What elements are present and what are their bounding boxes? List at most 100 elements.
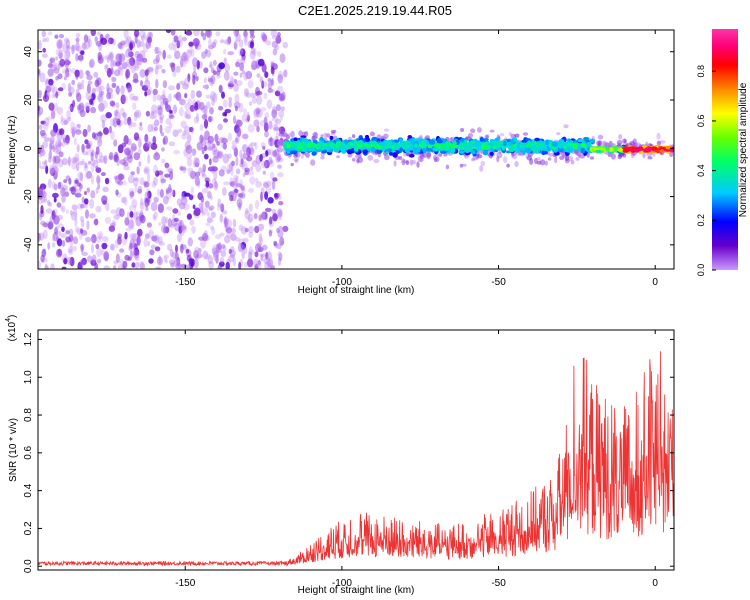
spectrogram-noise-mark [150, 201, 158, 212]
spectrogram-noise-mark [263, 92, 268, 100]
spectrogram-noise-mark [229, 161, 234, 172]
spectrogram-ytick-label: 20 [23, 94, 34, 106]
spectrogram-noise-mark [203, 153, 209, 160]
spectrogram-noise-mark [243, 30, 248, 37]
spectrogram-noise-mark [81, 143, 85, 153]
spectrogram-noise-mark [179, 227, 185, 237]
spectrogram-noise-mark [64, 72, 71, 78]
spectrogram-noise-mark [278, 111, 285, 118]
spectrogram-halo-mark [499, 133, 505, 137]
spectrogram-noise-mark [133, 58, 140, 69]
spectrogram-noise-mark [126, 36, 132, 42]
spectrogram-halo-mark [416, 161, 420, 168]
spectrogram-peak-mark [593, 147, 600, 151]
spectrogram-halo-mark [514, 133, 520, 138]
spectrogram-noise-mark [66, 45, 71, 50]
spectrogram-noise-mark [40, 144, 44, 154]
spectrogram-noise-mark [239, 48, 246, 57]
spectrogram-signal-mark [563, 145, 567, 150]
spectrogram-noise-mark [193, 259, 199, 269]
spectrogram-noise-mark [157, 50, 162, 56]
spectrogram-noise-mark [167, 243, 172, 251]
spectrogram-noise-mark [77, 123, 81, 128]
spectrogram-noise-mark [86, 142, 91, 149]
spectrogram-noise-mark [176, 198, 182, 207]
spectrogram-noise-mark [38, 232, 41, 242]
spectrogram-noise-mark [45, 91, 50, 101]
spectrogram-noise-mark [215, 31, 221, 37]
spectrogram-noise-mark [59, 33, 64, 39]
spectrogram-noise-mark [170, 262, 175, 268]
spectrogram-noise-mark [187, 98, 193, 106]
spectrogram-noise-mark [145, 40, 152, 49]
spectrogram-noise-mark [153, 211, 158, 220]
spectrogram-noise-mark [263, 159, 270, 169]
spectrogram-noise-mark [129, 191, 135, 198]
spectrogram-noise-mark [154, 66, 158, 76]
spectrogram-noise-mark [65, 59, 69, 65]
spectrogram-noise-mark [141, 57, 148, 63]
spectrogram-noise-mark [181, 36, 188, 42]
spectrogram-noise-mark [268, 156, 273, 165]
colorbar-label: Normalized spectral amplitude [738, 82, 749, 217]
spectrogram-noise-mark [66, 109, 71, 119]
spectrogram-noise-mark [49, 142, 53, 152]
spectrogram-noise-mark [199, 101, 205, 111]
spectrogram-noise-mark [98, 234, 103, 240]
spectrogram-noise-mark [44, 265, 50, 269]
spectrogram-noise-mark [165, 216, 169, 224]
spectrogram-noise-mark [166, 54, 172, 59]
spectrogram-noise-mark [238, 49, 243, 57]
spectrogram-halo-mark [477, 127, 482, 133]
spectrogram-noise-mark [250, 92, 257, 98]
spectrogram-signal-mark [432, 147, 439, 152]
spectrogram-noise-mark [131, 262, 136, 268]
spectrogram-noise-mark [206, 211, 210, 217]
spectrogram-noise-mark [95, 158, 102, 163]
spectrogram-noise-mark [110, 59, 114, 70]
spectrogram-noise-mark [55, 91, 59, 99]
spectrogram-noise-mark [47, 178, 52, 189]
spectrogram-noise-mark [257, 260, 261, 266]
spectrogram-noise-mark [179, 166, 187, 171]
spectrogram-noise-mark [263, 257, 271, 265]
spectrogram-noise-mark [233, 30, 239, 37]
spectrogram-noise-mark [53, 208, 58, 216]
spectrogram-noise-mark [80, 219, 85, 228]
spectrogram-noise-mark [238, 192, 246, 199]
spectrogram-noise-mark [229, 75, 234, 86]
spectrogram-noise-mark [187, 237, 193, 247]
snr-panel: -150 -100 -50 0 0.0 0.2 0.4 0.6 0.8 1.0 1.2 SNR (1… [5, 315, 675, 596]
spectrogram-halo-mark [559, 155, 565, 161]
spectrogram-signal-mark [286, 143, 291, 149]
spectrogram-noise-mark [264, 112, 270, 119]
spectrogram-noise-mark [239, 72, 243, 78]
spectrogram-noise-mark [44, 137, 51, 142]
spectrogram-noise-mark [271, 40, 278, 49]
spectrogram-noise-mark [38, 40, 42, 50]
spectrogram-noise-mark [165, 259, 168, 264]
spectrogram-halo-mark [405, 160, 410, 165]
spectrogram-noise-mark [275, 104, 281, 112]
spectrogram-signal-mark [435, 143, 441, 148]
spectrogram-noise-mark [234, 137, 239, 143]
spectrogram-noise-mark [152, 164, 158, 175]
spectrogram-noise-mark [127, 116, 132, 126]
spectrogram-noise-mark [264, 191, 269, 200]
spectrogram-noise-mark [242, 133, 249, 140]
spectrogram-noise-mark [201, 211, 207, 216]
spectrogram-noise-mark [57, 214, 63, 220]
spectrogram-noise-mark [233, 178, 238, 185]
spectrogram-noise-mark [245, 208, 249, 214]
spectrogram-noise-mark [168, 141, 176, 147]
colorbar-tick-label: 0.8 [696, 65, 706, 78]
spectrogram-signal-mark [385, 148, 393, 152]
spectrogram-noise-mark [241, 185, 245, 192]
spectrogram-noise-mark [89, 198, 95, 209]
spectrogram-noise-mark [231, 140, 237, 146]
spectrogram-noise-mark [158, 222, 162, 227]
spectrogram-noise-mark [58, 52, 63, 59]
spectrogram-noise-mark [156, 256, 163, 266]
spectrogram-halo-mark [384, 154, 390, 161]
spectrogram-noise-mark [165, 163, 170, 172]
